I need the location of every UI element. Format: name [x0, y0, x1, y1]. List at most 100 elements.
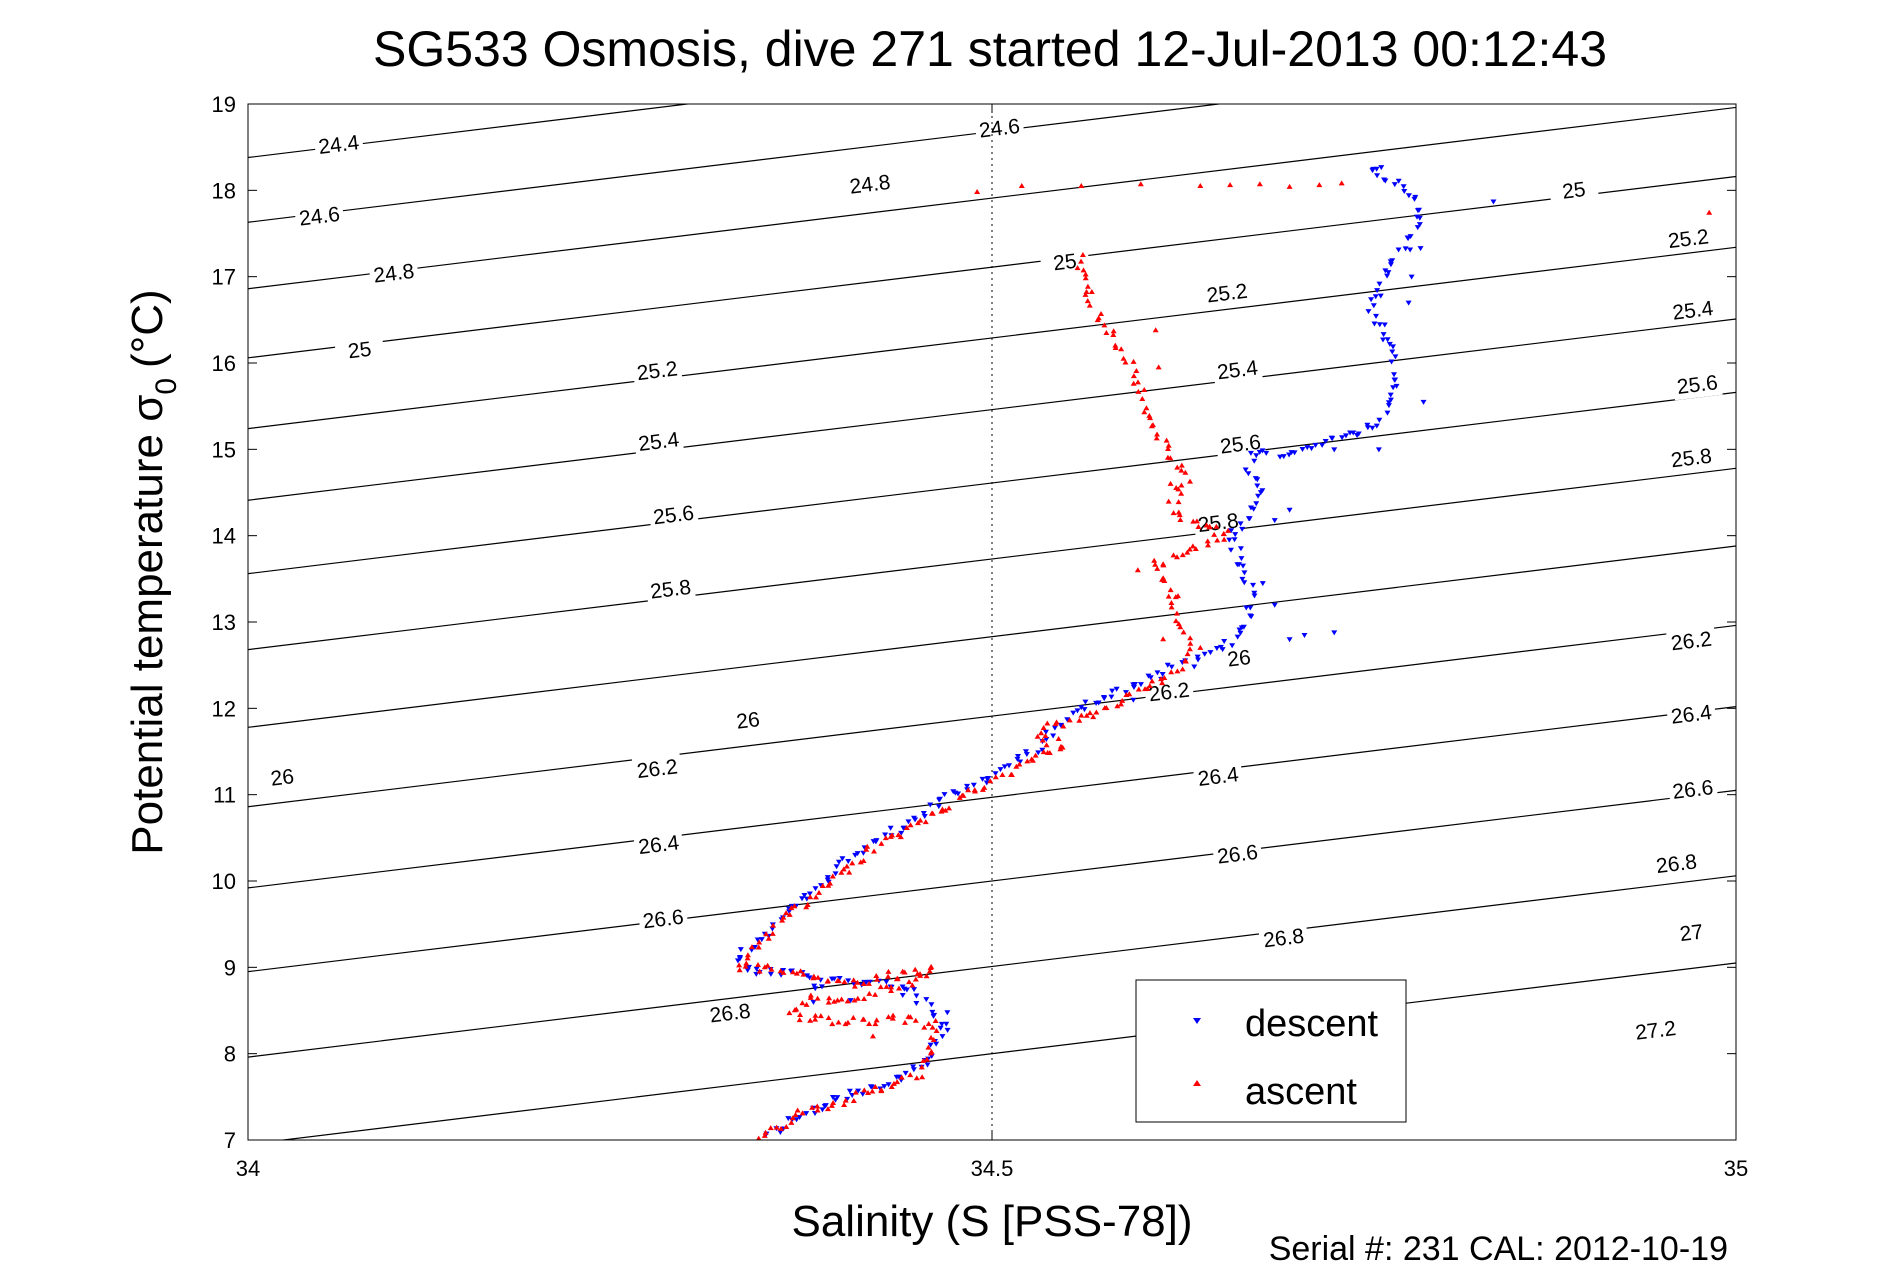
descent-point: [1329, 436, 1336, 442]
descent-point: [1490, 199, 1497, 205]
descent-point: [1137, 682, 1144, 688]
contour-label-text: 26: [269, 765, 295, 791]
ascent-point: [1187, 635, 1194, 641]
descent-point: [1250, 582, 1257, 588]
ascent-point: [1155, 364, 1162, 370]
contour-label-bg: [1662, 222, 1714, 255]
contour-label-bg: [722, 704, 774, 737]
ascent-point: [804, 902, 811, 908]
ascent-point: [825, 999, 832, 1005]
y-axis-label-main: Potential temperature σ: [123, 395, 172, 855]
ascent-point: [743, 960, 750, 966]
descent-point: [979, 776, 986, 782]
descent-point: [811, 983, 818, 989]
descent-point: [1382, 268, 1389, 274]
ascent-point: [1195, 523, 1202, 529]
descent-point: [1241, 570, 1248, 576]
descent-point: [1322, 439, 1329, 445]
ascent-point: [1039, 737, 1046, 743]
ascent-point: [780, 914, 787, 920]
ascent-point: [859, 1016, 866, 1022]
ascent-point: [824, 1106, 831, 1112]
descent-point: [845, 858, 852, 864]
ascent-point: [871, 848, 878, 854]
descent-point: [1370, 303, 1377, 309]
descent-point: [1271, 602, 1278, 608]
ascent-point: [873, 1017, 880, 1023]
contour-label-text: 25.6: [652, 502, 695, 530]
descent-point: [1213, 646, 1220, 652]
descent-point: [1376, 417, 1383, 423]
ascent-point: [1110, 328, 1117, 334]
ascent-point: [1197, 644, 1204, 650]
ascent-point: [1175, 593, 1181, 599]
descent-point: [899, 992, 906, 998]
ascent-point: [1088, 289, 1095, 295]
ascent-point: [865, 980, 872, 986]
descent-point: [1417, 246, 1424, 252]
ascent-point: [885, 1014, 892, 1020]
descent-point: [1251, 593, 1258, 599]
ascent-point: [919, 1074, 926, 1080]
ascent-point: [1173, 554, 1180, 560]
contour-label-text: 24.6: [298, 203, 341, 231]
contour-label-text: 26: [1226, 646, 1252, 672]
ascent-point: [1101, 322, 1108, 328]
ascent-point: [1112, 342, 1119, 348]
contour-label-8: 25.2: [631, 354, 683, 387]
ascent-point: [890, 1012, 897, 1018]
descent-point: [1385, 400, 1392, 406]
legend-ascent-marker: [1193, 1080, 1201, 1086]
contour-label-bg: [633, 425, 685, 458]
ascent-point: [1008, 772, 1015, 778]
ascent-point: [797, 968, 804, 974]
ascent-point: [1130, 358, 1137, 364]
ascent-point: [1184, 549, 1191, 555]
descent-point: [923, 997, 930, 1003]
ascent-point: [843, 863, 850, 869]
ascent-point: [842, 1021, 849, 1027]
contour-label-text: 24.6: [978, 115, 1021, 143]
descent-point: [831, 976, 838, 982]
ascent-point: [1152, 327, 1159, 333]
ascent-point: [907, 822, 914, 828]
ascent-point: [817, 1013, 824, 1019]
contour-label-text: 25: [1561, 178, 1587, 204]
ascent-point: [888, 1083, 895, 1089]
descent-point: [1364, 425, 1371, 431]
descent-point: [997, 767, 1004, 773]
contour-label-30: 26.6: [1212, 838, 1263, 871]
contour-label-bg: [974, 112, 1025, 144]
descent-point: [1242, 467, 1249, 473]
ascent-point: [1178, 490, 1185, 496]
descent-point: [810, 999, 817, 1005]
legend-descent-label: descent: [1245, 1003, 1379, 1045]
ascent-point: [959, 792, 966, 798]
ascent-point: [1090, 714, 1097, 720]
ascent-point: [736, 967, 743, 973]
ascent-point: [831, 998, 838, 1004]
ascent-point: [1286, 183, 1293, 189]
ascent-point: [1175, 486, 1182, 492]
contour-label-2: 24.6: [294, 200, 345, 233]
contour-line-25: [248, 106, 1736, 290]
descent-point: [1237, 630, 1244, 636]
ascent-point: [779, 917, 786, 923]
descent-point: [1389, 349, 1396, 355]
descent-point: [1304, 445, 1311, 451]
descent-point: [1375, 447, 1382, 453]
descent-point: [1243, 605, 1250, 611]
descent-point: [860, 850, 867, 856]
descent-point: [753, 966, 760, 972]
ascent-point: [1159, 680, 1166, 686]
ascent-point: [1165, 445, 1172, 451]
descent-point: [1299, 446, 1306, 452]
contour-label-bg: [645, 573, 696, 606]
ascent-point: [1706, 209, 1713, 215]
ascent-point: [1034, 733, 1041, 739]
ascent-point: [814, 995, 821, 1001]
contour-label-text: 27.2: [1634, 1017, 1677, 1045]
ascent-point: [903, 825, 910, 831]
ascent-point: [1130, 380, 1137, 386]
